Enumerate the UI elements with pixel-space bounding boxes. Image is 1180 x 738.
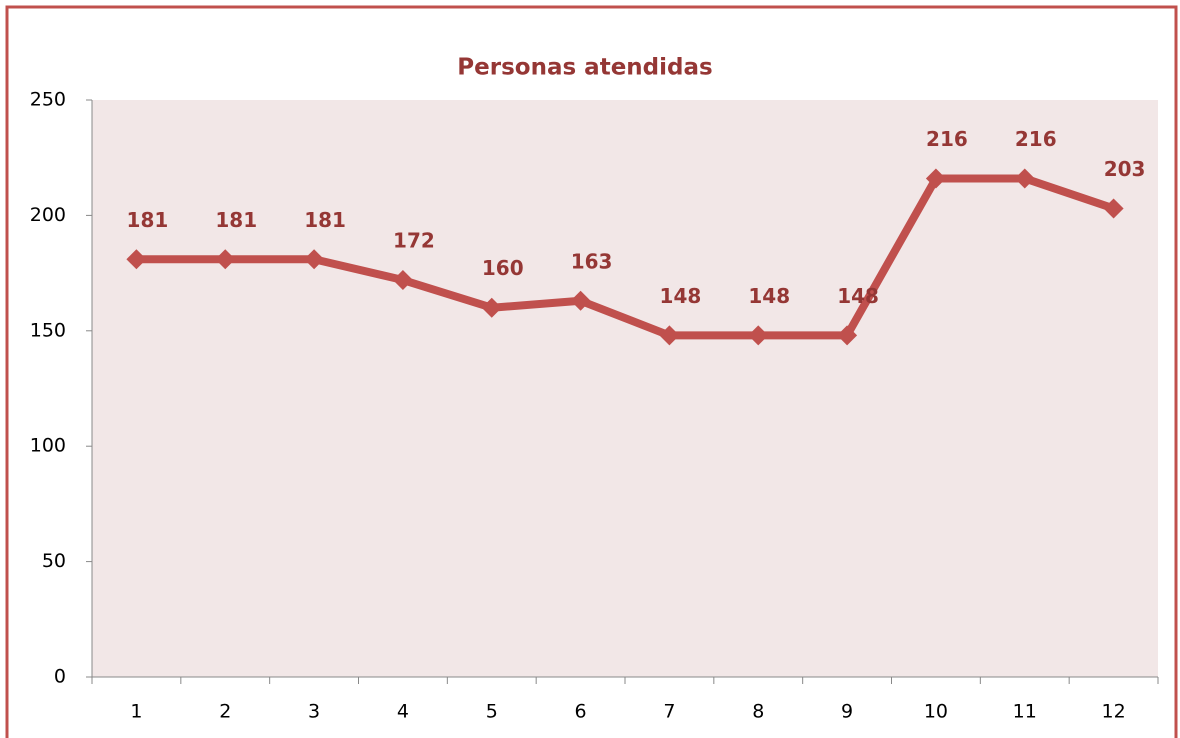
frame [5,5,1178,738]
x-tick-label: 12 [1101,701,1125,723]
data-label: 160 [482,256,524,280]
marker [126,249,147,270]
chart-title: Personas atendidas [457,55,712,81]
data-label: 181 [215,208,257,232]
marker [748,325,769,346]
marker [925,168,946,189]
data-label: 203 [1104,157,1146,181]
x-tick-label: 5 [486,701,498,723]
marker [392,270,413,291]
y-tick-label: 200 [30,204,66,226]
data-label: 163 [571,249,613,273]
line [136,174,1115,340]
data-label: 172 [393,229,435,253]
plot-area [92,100,1158,677]
x-tick-label: 10 [924,701,948,723]
x-tick-label: 1 [130,701,142,723]
x-tick-label: 9 [841,701,853,723]
y-tick-label: 250 [30,89,66,111]
marker [659,325,680,346]
y-tick-label: 100 [30,435,66,457]
marker [481,297,502,318]
data-label: 181 [127,208,169,232]
x-tick-label: 4 [397,701,409,723]
marker [1103,198,1124,219]
data-label: 148 [660,284,702,308]
x-tick-label: 2 [219,701,231,723]
marker [570,290,591,311]
marker [837,325,858,346]
x-tick-label: 8 [752,701,764,723]
x-tick-label: 3 [308,701,320,723]
marker [1014,168,1035,189]
marker [304,249,325,270]
x-tick-label: 6 [575,701,587,723]
data-label: 216 [926,127,968,151]
data-label: 148 [748,284,790,308]
x-tick-label: 7 [663,701,675,723]
y-tick-label: 50 [42,550,66,572]
marker [215,249,236,270]
y-tick-label: 150 [30,319,66,341]
y-tick-label: 0 [54,666,66,688]
x-tick-label: 11 [1013,701,1037,723]
data-label: 216 [1015,127,1057,151]
data-label: 148 [837,284,879,308]
data-label: 181 [304,208,346,232]
